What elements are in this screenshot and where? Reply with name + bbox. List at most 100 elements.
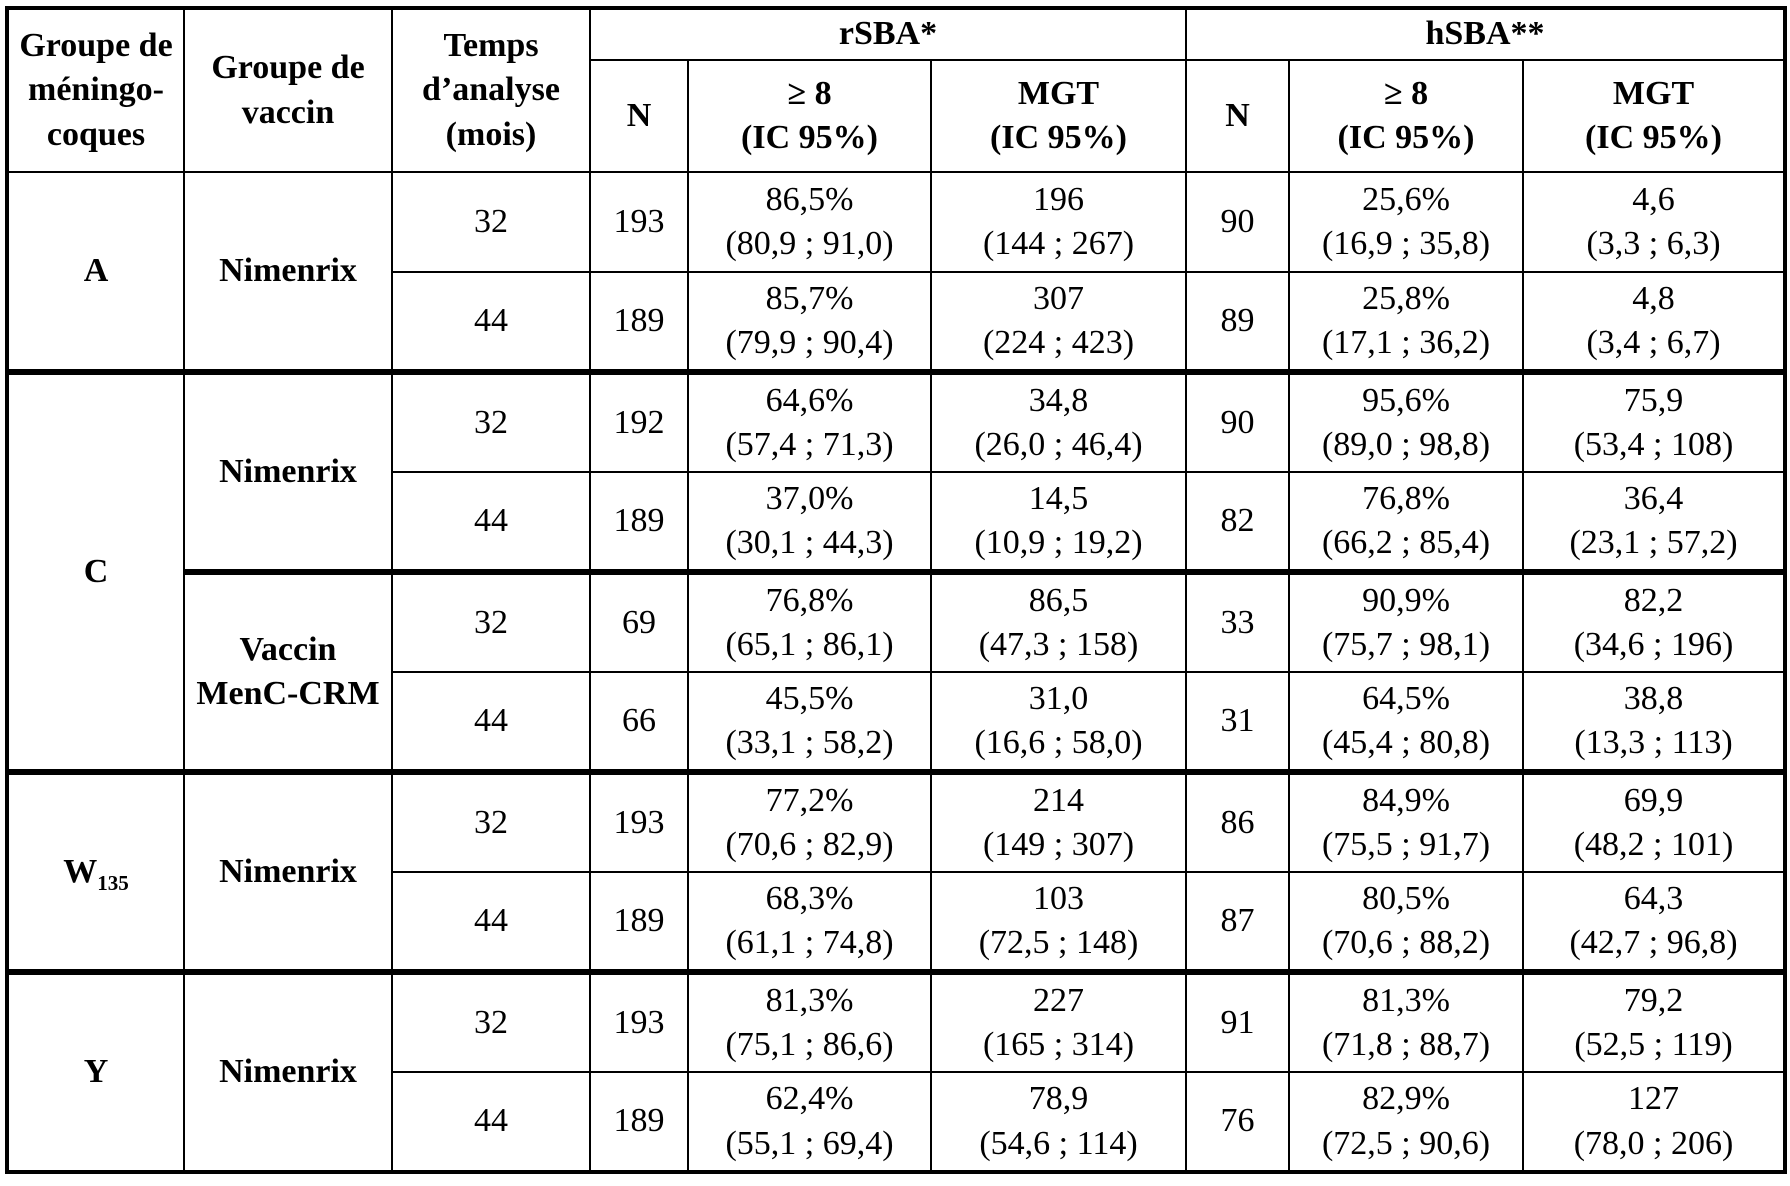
table-row: W135 Nimenrix 32 193 77,2% (70,6 ; 82,9) …	[6, 769, 1787, 973]
cell-time: 32	[391, 969, 591, 1073]
cell-time: 44	[391, 471, 591, 573]
cell-hsba-mgt: 75,9 (53,4 ; 108)	[1521, 369, 1787, 473]
cell-hsba-gte8: 25,6% (16,9 ; 35,8)	[1288, 171, 1524, 273]
cell-vaccine-nimenrix: Nimenrix	[183, 171, 393, 373]
cell-hsba-n: 33	[1185, 569, 1290, 673]
header-vaccine-group: Groupe de vaccin	[183, 7, 393, 173]
serogroup-label: W	[63, 852, 98, 890]
ic95-label: (IC 95%)	[990, 119, 1127, 156]
cell-hsba-gte8: 25,8% (17,1 ; 36,2)	[1288, 271, 1524, 373]
header-hsba: hSBA**	[1184, 7, 1787, 61]
cell-hsba-gte8: 64,5% (45,4 ; 80,8)	[1288, 671, 1524, 773]
cell-hsba-mgt: 38,8 (13,3 ; 113)	[1521, 671, 1787, 773]
cell-hsba-mgt: 69,9 (48,2 ; 101)	[1521, 769, 1787, 873]
cell-rsba-gte8: 77,2% (70,6 ; 82,9)	[687, 769, 932, 873]
mgt-label: MGT	[1612, 74, 1695, 112]
cell-hsba-gte8: 81,3% (71,8 ; 88,7)	[1288, 969, 1524, 1073]
cell-hsba-n: 90	[1185, 171, 1290, 273]
cell-vaccine-nimenrix: Nimenrix	[183, 969, 393, 1173]
cell-hsba-gte8: 95,6% (89,0 ; 98,8)	[1288, 369, 1524, 473]
cell-hsba-mgt: 64,3 (42,7 ; 96,8)	[1521, 871, 1787, 973]
immunogenicity-table: Groupe de méningo-coques Groupe de vacci…	[5, 6, 1788, 1174]
cell-rsba-gte8: 45,5% (33,1 ; 58,2)	[687, 671, 932, 773]
cell-rsba-n: 189	[589, 1071, 689, 1173]
cell-hsba-gte8: 76,8% (66,2 ; 85,4)	[1288, 471, 1524, 573]
cell-serogroup-a: A	[6, 171, 185, 373]
table-row: Y Nimenrix 32 193 81,3% (75,1 ; 86,6) 227…	[6, 969, 1787, 1173]
cell-rsba-n: 193	[589, 969, 689, 1073]
cell-rsba-mgt: 31,0 (16,6 ; 58,0)	[930, 671, 1187, 773]
cell-time: 44	[391, 271, 591, 373]
header-mgt-rsba: MGT (IC 95%)	[930, 59, 1187, 173]
cell-hsba-n: 86	[1185, 769, 1290, 873]
cell-rsba-n: 193	[589, 769, 689, 873]
table-row: 44 189 68,3% (61,1 ; 74,8) 103 (72,5 ; 148…	[7, 871, 1787, 973]
header-gte8-rsba: ≥ 8 (IC 95%)	[687, 59, 932, 173]
table-row: 44 189 85,7% (79,9 ; 90,4) 307 (224 ; 423)…	[7, 271, 1787, 373]
cell-serogroup-w135: W135	[6, 769, 185, 973]
cell-rsba-mgt: 307 (224 ; 423)	[930, 271, 1187, 373]
cell-rsba-gte8: 68,3% (61,1 ; 74,8)	[687, 871, 932, 973]
cell-rsba-n: 189	[589, 871, 689, 973]
cell-rsba-gte8: 81,3% (75,1 ; 86,6)	[687, 969, 932, 1073]
cell-rsba-mgt: 34,8 (26,0 ; 46,4)	[930, 369, 1187, 473]
header-n-hsba: N	[1185, 59, 1290, 173]
cell-hsba-n: 87	[1185, 871, 1290, 973]
cell-vaccine-menc-crm: Vaccin MenC-CRM	[183, 569, 393, 773]
cell-hsba-mgt: 4,6 (3,3 ; 6,3)	[1521, 171, 1787, 273]
table-row: 44 66 45,5% (33,1 ; 58,2) 31,0 (16,6 ; 58,…	[7, 671, 1787, 773]
cell-time: 32	[391, 369, 591, 473]
cell-rsba-n: 66	[589, 671, 689, 773]
table-row: A Nimenrix 32 193 86,5% (80,9 ; 91,0) 196…	[6, 171, 1787, 373]
cell-hsba-mgt: 79,2 (52,5 ; 119)	[1521, 969, 1787, 1073]
cell-hsba-n: 90	[1185, 369, 1290, 473]
cell-hsba-mgt: 36,4 (23,1 ; 57,2)	[1521, 471, 1787, 573]
cell-rsba-mgt: 103 (72,5 ; 148)	[930, 871, 1187, 973]
cell-rsba-gte8: 64,6% (57,4 ; 71,3)	[687, 369, 932, 473]
ic95-label: (IC 95%)	[1585, 119, 1722, 156]
header-mgt-hsba: MGT (IC 95%)	[1521, 59, 1787, 173]
cell-rsba-gte8: 62,4% (55,1 ; 69,4)	[687, 1071, 932, 1173]
cell-hsba-n: 82	[1185, 471, 1290, 573]
serogroup-label: A	[83, 251, 109, 289]
serogroup-label: C	[83, 552, 109, 590]
cell-time: 32	[391, 171, 591, 273]
cell-time: 32	[391, 569, 591, 673]
cell-rsba-mgt: 227 (165 ; 314)	[930, 969, 1187, 1073]
header-row-top: Groupe de méningo-coques Groupe de vacci…	[6, 7, 1787, 173]
cell-hsba-gte8: 84,9% (75,5 ; 91,7)	[1288, 769, 1524, 873]
table-row: Vaccin MenC-CRM 32 69 76,8% (65,1 ; 86,1)…	[7, 569, 1787, 773]
cell-rsba-gte8: 37,0% (30,1 ; 44,3)	[687, 471, 932, 573]
cell-hsba-mgt: 127 (78,0 ; 206)	[1521, 1071, 1787, 1173]
cell-hsba-n: 76	[1185, 1071, 1290, 1173]
cell-time: 44	[391, 1071, 591, 1173]
cell-rsba-n: 193	[589, 171, 689, 273]
cell-rsba-n: 192	[589, 369, 689, 473]
cell-rsba-n: 189	[589, 471, 689, 573]
mgt-label: MGT	[1017, 74, 1100, 112]
cell-time: 44	[391, 671, 591, 773]
header-serogroup: Groupe de méningo-coques	[6, 7, 185, 173]
cell-hsba-mgt: 82,2 (34,6 ; 196)	[1521, 569, 1787, 673]
header-n-rsba: N	[589, 59, 689, 173]
cell-hsba-gte8: 80,5% (70,6 ; 88,2)	[1288, 871, 1524, 973]
cell-vaccine-nimenrix: Nimenrix	[183, 769, 393, 973]
cell-rsba-gte8: 86,5% (80,9 ; 91,0)	[687, 171, 932, 273]
cell-rsba-n: 189	[589, 271, 689, 373]
cell-hsba-gte8: 82,9% (72,5 ; 90,6)	[1288, 1071, 1524, 1173]
header-row-sub: N ≥ 8 (IC 95%) MGT (IC 95%) N ≥ 8 (IC 95…	[7, 59, 1787, 173]
serogroup-label: Y	[83, 1053, 109, 1091]
cell-rsba-mgt: 86,5 (47,3 ; 158)	[930, 569, 1187, 673]
table-row: 44 189 37,0% (30,1 ; 44,3) 14,5 (10,9 ; 19…	[7, 471, 1787, 573]
ic95-label: (IC 95%)	[741, 119, 878, 156]
cell-hsba-mgt: 4,8 (3,4 ; 6,7)	[1521, 271, 1787, 373]
gte8-label: ≥ 8	[787, 74, 832, 112]
table-row: 44 189 62,4% (55,1 ; 69,4) 78,9 (54,6 ; 11…	[7, 1071, 1787, 1173]
cell-rsba-mgt: 14,5 (10,9 ; 19,2)	[930, 471, 1187, 573]
cell-time: 32	[391, 769, 591, 873]
cell-hsba-n: 89	[1185, 271, 1290, 373]
cell-hsba-n: 91	[1185, 969, 1290, 1073]
ic95-label: (IC 95%)	[1337, 119, 1475, 156]
table-row: C Nimenrix 32 192 64,6% (57,4 ; 71,3) 34,…	[6, 369, 1787, 773]
